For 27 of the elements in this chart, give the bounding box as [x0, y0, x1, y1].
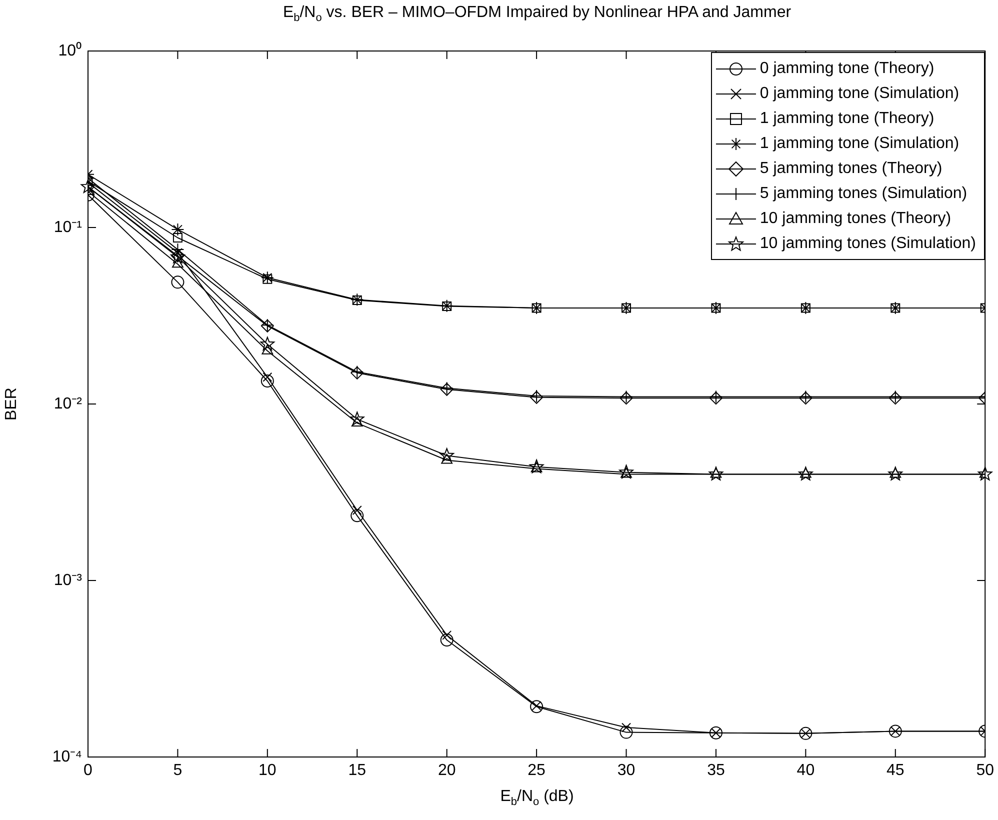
y-tick-label: 10⁻⁴: [52, 748, 82, 766]
x-tick-label: 0: [84, 762, 93, 780]
y-tick-label: 10⁻¹: [54, 218, 82, 236]
chart-title: E$_{b}$/N$_{o}$ vs. BER – MIMO–OFDM Impaired by Nonlinear HPA and Jammer: [282, 4, 792, 24]
legend-label: 0 jamming tone (Theory): [760, 60, 934, 78]
y-tick-label: 10⁻²: [54, 395, 83, 412]
x-tick-label: 35: [707, 762, 725, 780]
x-tick-label: 20: [438, 762, 456, 780]
legend-label: 5 jamming tones (Theory): [760, 160, 942, 178]
y-axis-title: BER: [3, 388, 20, 420]
y-tick-label: 10⁰: [58, 41, 82, 60]
x-tick-label: 10: [258, 762, 276, 780]
y-tick-label: 10⁻³: [54, 572, 83, 589]
legend-label: 1 jamming tone (Simulation): [760, 134, 960, 152]
x-tick-label: 30: [617, 762, 636, 780]
legend-label: 10 jamming tones (Simulation): [760, 234, 976, 252]
legend-label: 10 jamming tones (Theory): [760, 210, 952, 228]
x-tick-label: 5: [173, 762, 182, 780]
legend-label: 0 jamming tone (Simulation): [760, 84, 960, 102]
x-tick-label: 50: [976, 762, 994, 780]
x-tick-label: 45: [886, 762, 904, 780]
x-axis-title: E$_{b}$/N$_{o}$ (dB): [499, 788, 575, 808]
x-tick-label: 15: [348, 762, 366, 780]
x-tick-label: 40: [796, 762, 815, 780]
x-tick-label: 25: [528, 762, 546, 780]
legend-label: 5 jamming tones (Simulation): [760, 184, 968, 202]
legend-label: 1 jamming tone (Theory): [760, 110, 934, 128]
